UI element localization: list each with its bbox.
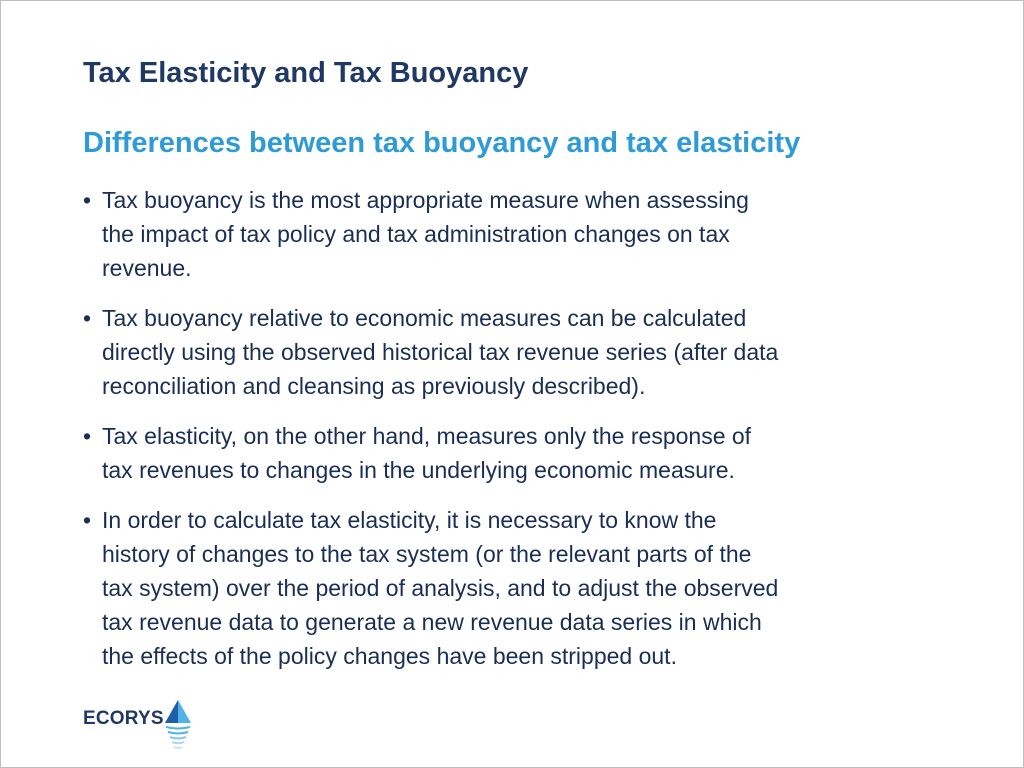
bullet-line: the impact of tax policy and tax adminis…	[102, 221, 730, 247]
bullet-line: tax revenues to changes in the underlyin…	[102, 457, 735, 483]
bullet-line: Tax buoyancy is the most appropriate mea…	[102, 187, 749, 213]
bullet-line: tax revenue data to generate a new reven…	[102, 609, 762, 635]
bullet-line: directly using the observed historical t…	[102, 339, 779, 365]
bullet-line: the effects of the policy changes have b…	[102, 643, 677, 669]
slide-title: Tax Elasticity and Tax Buoyancy	[83, 57, 529, 89]
bullet-item: • Tax buoyancy relative to economic meas…	[83, 301, 963, 403]
bullet-line: In order to calculate tax elasticity, it…	[102, 507, 717, 533]
bullet-marker: •	[83, 305, 92, 331]
bullet-item: • Tax elasticity, on the other hand, mea…	[83, 419, 963, 487]
logo-wordmark: ECORYS	[83, 708, 164, 729]
slide-subtitle: Differences between tax buoyancy and tax…	[83, 127, 801, 159]
bullet-item: • Tax buoyancy is the most appropriate m…	[83, 183, 963, 285]
bullet-marker: •	[83, 507, 92, 533]
bullet-item: • In order to calculate tax elasticity, …	[83, 503, 963, 673]
bullet-line: Tax elasticity, on the other hand, measu…	[102, 423, 752, 449]
bullet-line: tax system) over the period of analysis,…	[102, 575, 779, 601]
bullet-line: history of changes to the tax system (or…	[102, 541, 752, 567]
bullet-line: reconciliation and cleansing as previous…	[102, 373, 646, 399]
bullet-list: • Tax buoyancy is the most appropriate m…	[83, 183, 963, 689]
bullet-line: revenue.	[102, 255, 192, 281]
bullet-marker: •	[83, 423, 92, 449]
ecorys-triangle-logo-icon	[165, 700, 191, 749]
bullet-line: Tax buoyancy relative to economic measur…	[102, 305, 747, 331]
ecorys-logo: ECORYS	[83, 699, 195, 755]
bullet-marker: •	[83, 187, 92, 213]
